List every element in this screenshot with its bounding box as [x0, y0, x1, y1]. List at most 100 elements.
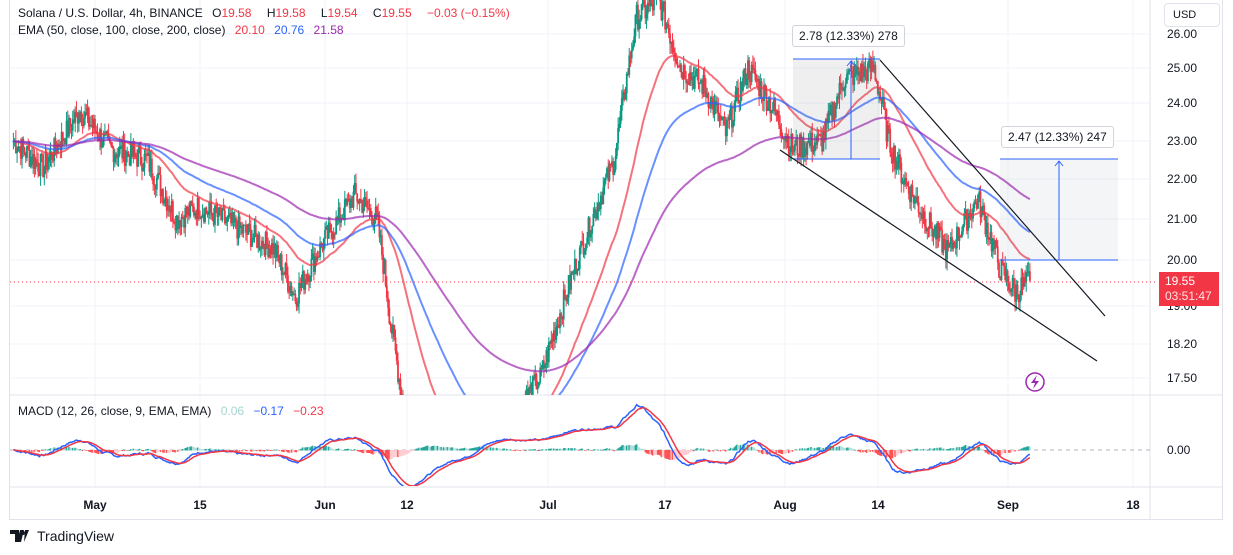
candle-body — [925, 226, 927, 232]
macd-hist-bar — [423, 447, 425, 451]
macd-hist-bar — [949, 448, 952, 451]
macd-hist-bar — [389, 450, 392, 460]
candle-body — [904, 178, 906, 185]
candle-body — [506, 416, 508, 430]
candle-body — [379, 235, 382, 238]
candle-body — [181, 216, 184, 218]
candle-body — [686, 81, 689, 84]
candle-body — [520, 409, 522, 414]
macd-hist-bar — [360, 450, 362, 453]
candle-body — [947, 240, 950, 248]
macd-hist-bar — [472, 447, 475, 451]
wedge-lower-trendline — [779, 149, 1098, 362]
measure-label-2[interactable]: 2.47 (12.33%) 247 — [1001, 126, 1114, 148]
candle-body — [43, 167, 46, 178]
candle-body — [515, 417, 517, 422]
macd-hist-bar — [970, 447, 973, 451]
macd-hist-bar — [963, 445, 966, 451]
macd-hist-bar — [393, 450, 396, 458]
macd-hist-bar — [561, 449, 564, 451]
candle-body — [958, 235, 961, 241]
macd-hist-bar — [282, 450, 284, 452]
macd-hist-bar — [721, 450, 723, 452]
candle-body — [29, 156, 32, 167]
currency-button[interactable]: USD — [1164, 3, 1220, 27]
candle-body — [718, 115, 721, 121]
candle-body — [928, 212, 931, 229]
candle-body — [624, 93, 627, 100]
candle-body — [769, 97, 772, 114]
macd-hist-bar — [228, 449, 231, 451]
macd-hist-bar — [457, 448, 460, 451]
candle-body — [451, 484, 453, 485]
candle-body — [1006, 270, 1009, 282]
candle-body — [359, 198, 362, 200]
macd-hist-bar — [81, 450, 84, 452]
candle-body — [134, 153, 137, 158]
macd-hist-bar — [221, 449, 224, 451]
candle-body — [844, 83, 847, 88]
macd-hist-bar — [974, 446, 977, 451]
candle-body — [555, 327, 558, 340]
candle-body — [990, 232, 993, 252]
macd-hist-bar — [847, 447, 849, 451]
candle-body — [842, 90, 845, 92]
macd-hist-bar — [706, 449, 708, 451]
macd-hist-bar — [528, 449, 530, 451]
candle-body — [84, 112, 87, 118]
macd-hist-bar — [531, 449, 534, 451]
candle-body — [107, 133, 110, 138]
candle-body — [930, 212, 932, 228]
candle-body — [235, 217, 237, 229]
macd-hist-bar — [661, 450, 664, 457]
macd-hist-bar — [83, 450, 85, 452]
macd-hist-bar — [632, 445, 634, 451]
candle-body — [216, 212, 219, 218]
macd-hist-bar — [566, 448, 569, 451]
macd-hist-bar — [529, 449, 532, 451]
candle-body — [312, 253, 315, 272]
macd-hist-bar — [178, 450, 180, 452]
macd-hist-bar — [159, 450, 162, 453]
candle-body — [653, 0, 655, 11]
macd-legend[interactable]: MACD (12, 26, close, 9, EMA, EMA) 0.06 −… — [18, 404, 330, 418]
ema-legend[interactable]: EMA (50, close, 100, close, 200, close) … — [18, 23, 350, 37]
macd-hist-bar — [527, 449, 529, 451]
macd-hist-bar — [504, 449, 507, 451]
candle-body — [267, 243, 270, 257]
macd-hist-bar — [242, 450, 245, 452]
tradingview-logo[interactable]: TradingView — [10, 528, 114, 544]
macd-hist-bar — [210, 448, 213, 451]
macd-hist-bar — [90, 450, 93, 453]
macd-hist-bar — [204, 449, 206, 451]
macd-hist-bar — [890, 450, 893, 459]
candle-body — [606, 168, 608, 178]
measure-label-1[interactable]: 2.78 (12.33%) 278 — [792, 25, 905, 47]
candle-body — [557, 324, 560, 329]
close-label: C — [372, 6, 382, 20]
macd-hist-bar — [689, 450, 691, 453]
macd-hist-bar — [869, 450, 872, 452]
candle-body — [578, 247, 581, 269]
macd-hist-bar — [975, 447, 978, 451]
macd-hist-bar — [44, 449, 47, 451]
candle-body — [907, 185, 910, 194]
candle-body — [593, 209, 596, 215]
candle-body — [1017, 294, 1020, 303]
candle-body — [837, 96, 840, 99]
macd-hist-bar — [899, 450, 901, 453]
macd-hist-bar — [816, 447, 819, 451]
lightning-icon[interactable] — [1025, 372, 1045, 392]
macd-hist-bar — [592, 449, 595, 451]
candle-body — [485, 458, 487, 462]
candle-body — [190, 200, 193, 206]
macd-hist-bar — [612, 450, 614, 451]
candle-body — [364, 197, 367, 201]
candle-body — [923, 211, 926, 227]
candle-body — [669, 33, 671, 44]
macd-hist-bar — [486, 446, 488, 451]
candle-body — [337, 207, 340, 219]
macd-hist-bar — [655, 450, 658, 455]
macd-hist-bar — [238, 450, 241, 452]
